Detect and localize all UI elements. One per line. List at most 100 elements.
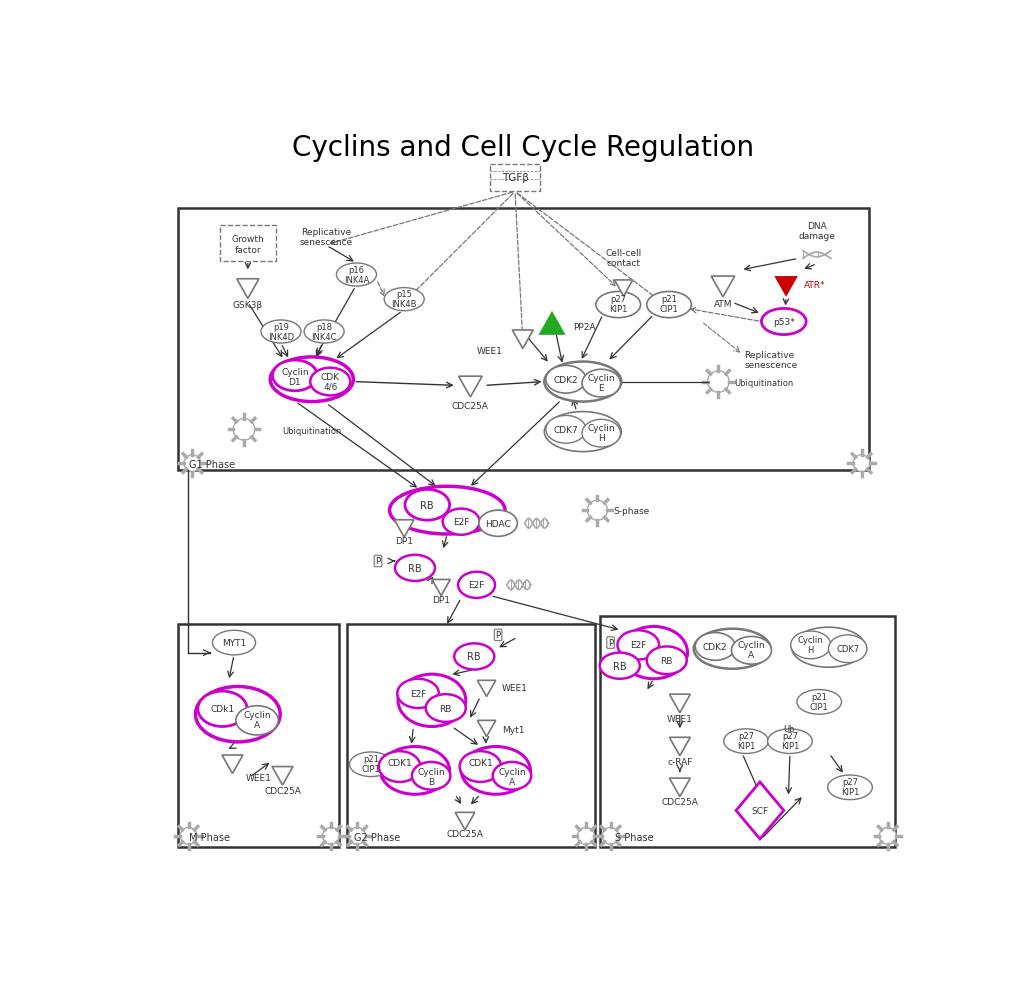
Bar (177, 624, 339, 848)
Text: CDK2: CDK2 (702, 642, 727, 652)
Text: INK4D: INK4D (268, 332, 293, 341)
Text: P: P (607, 638, 612, 648)
Ellipse shape (723, 729, 767, 753)
Text: RB: RB (660, 656, 673, 666)
Text: WEE1: WEE1 (477, 347, 502, 356)
Text: KIP1: KIP1 (840, 788, 858, 797)
Text: RB: RB (467, 652, 481, 662)
Ellipse shape (384, 288, 424, 312)
Bar (599, 617, 895, 848)
Text: WEE1: WEE1 (246, 773, 271, 782)
Ellipse shape (397, 674, 466, 727)
Text: G2 Phase: G2 Phase (354, 832, 399, 842)
Text: KIP1: KIP1 (608, 305, 627, 314)
Ellipse shape (350, 752, 392, 777)
Bar (177, 209, 868, 470)
Text: Replicative: Replicative (744, 351, 794, 360)
Text: P: P (495, 631, 500, 640)
Ellipse shape (336, 263, 376, 287)
Polygon shape (668, 694, 690, 713)
Ellipse shape (544, 362, 621, 402)
Ellipse shape (380, 746, 449, 795)
Ellipse shape (827, 635, 866, 663)
Text: p21: p21 (363, 754, 379, 763)
Text: damage: damage (798, 232, 835, 241)
Text: Ubiquitination: Ubiquitination (282, 426, 341, 435)
Polygon shape (710, 277, 734, 298)
Text: INK4A: INK4A (343, 275, 369, 284)
Text: Ub: Ub (783, 724, 794, 733)
Ellipse shape (405, 490, 449, 521)
Text: Cyclin: Cyclin (587, 374, 614, 383)
Polygon shape (431, 580, 449, 596)
Text: P: P (375, 557, 380, 566)
Text: Growth: Growth (231, 235, 264, 244)
Text: CDK1: CDK1 (468, 758, 492, 767)
Text: p27: p27 (738, 732, 753, 740)
Text: p21: p21 (810, 692, 826, 701)
Ellipse shape (492, 762, 531, 790)
Ellipse shape (595, 292, 640, 318)
Text: p27: p27 (609, 295, 626, 304)
Text: CDK7: CDK7 (836, 645, 858, 654)
Text: CIP1: CIP1 (362, 764, 380, 774)
Text: Cyclins and Cell Cycle Regulation: Cyclins and Cell Cycle Regulation (291, 133, 753, 162)
Polygon shape (477, 680, 495, 697)
Circle shape (180, 827, 197, 844)
Text: M Phase: M Phase (189, 832, 229, 842)
Text: E2F: E2F (630, 641, 646, 650)
Text: PP2A: PP2A (573, 323, 595, 332)
Circle shape (878, 827, 896, 844)
Circle shape (322, 827, 339, 844)
Ellipse shape (442, 509, 479, 535)
Text: RB: RB (612, 661, 626, 671)
Text: D1: D1 (288, 378, 301, 387)
Polygon shape (272, 767, 292, 785)
Text: contact: contact (606, 258, 640, 267)
Polygon shape (773, 277, 797, 298)
Text: Ubiquitination: Ubiquitination (734, 379, 793, 387)
Text: E2F: E2F (410, 689, 426, 698)
Text: RB: RB (408, 563, 421, 573)
Text: H: H (597, 434, 604, 443)
Text: E2F: E2F (468, 581, 484, 590)
Ellipse shape (582, 420, 620, 448)
Polygon shape (394, 521, 414, 537)
Ellipse shape (310, 369, 350, 396)
Ellipse shape (545, 416, 585, 444)
Circle shape (577, 827, 594, 844)
Text: RB: RB (420, 500, 434, 510)
Circle shape (348, 827, 366, 844)
Polygon shape (736, 782, 783, 839)
Ellipse shape (582, 370, 620, 397)
Text: p18: p18 (316, 322, 332, 331)
Ellipse shape (272, 361, 317, 391)
Polygon shape (540, 314, 564, 334)
Circle shape (707, 372, 729, 393)
Text: Cell-cell: Cell-cell (605, 248, 641, 257)
Ellipse shape (378, 751, 420, 782)
Text: Replicative: Replicative (301, 228, 352, 237)
Circle shape (183, 456, 201, 472)
Text: E: E (598, 384, 603, 392)
Text: p27: p27 (841, 778, 857, 787)
Ellipse shape (790, 631, 829, 659)
Polygon shape (477, 721, 495, 737)
Text: CIP1: CIP1 (659, 305, 678, 314)
Circle shape (587, 501, 607, 521)
Ellipse shape (198, 691, 247, 727)
Circle shape (601, 827, 619, 844)
Text: CDK2: CDK2 (553, 376, 578, 385)
Text: GSK3β: GSK3β (232, 301, 263, 310)
Ellipse shape (196, 687, 280, 742)
Ellipse shape (389, 487, 504, 534)
Text: CDC25A: CDC25A (446, 829, 483, 838)
Text: B: B (428, 777, 434, 786)
Bar (346, 624, 594, 848)
Text: ATM: ATM (713, 300, 732, 309)
Text: CDk1: CDk1 (210, 705, 234, 714)
Text: factor: factor (234, 246, 261, 254)
Text: p21: p21 (660, 295, 677, 304)
Text: CDK: CDK (320, 373, 339, 382)
Polygon shape (668, 738, 690, 756)
